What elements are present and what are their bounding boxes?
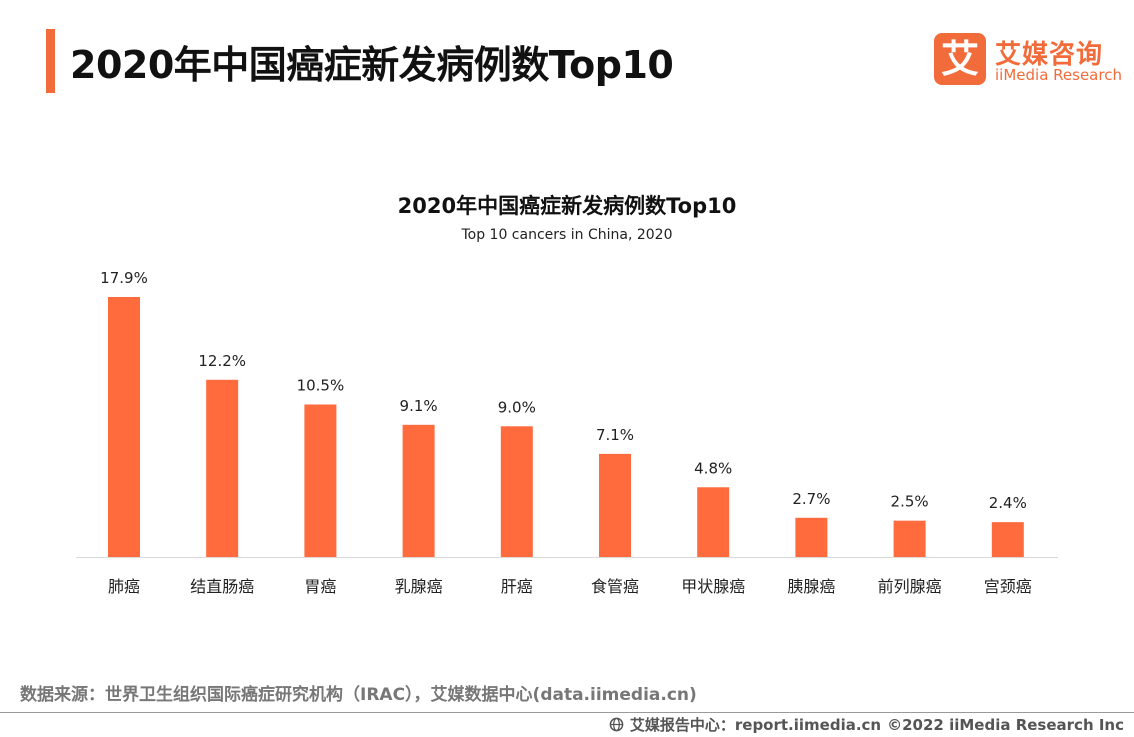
footer: 艾媒报告中心：report.iimedia.cn ©2022 iiMedia R… [609, 714, 1124, 735]
data-source-note: 数据来源：世界卫生组织国际癌症研究机构（IRAC），艾媒数据中心(data.ii… [20, 685, 697, 705]
bar-value-label: 9.1% [400, 397, 438, 415]
bar [304, 404, 337, 557]
category-label: 甲状腺癌 [681, 577, 745, 596]
category-label: 食管癌 [591, 577, 639, 596]
report-center-link[interactable]: 艾媒报告中心：report.iimedia.cn [629, 716, 882, 734]
bar [108, 297, 140, 557]
category-label: 胃癌 [304, 577, 336, 596]
bar-value-label: 2.4% [989, 494, 1027, 512]
bar [893, 520, 926, 557]
bar-value-label: 2.7% [792, 490, 830, 508]
title-accent-bar [46, 29, 55, 93]
category-label: 肝癌 [501, 577, 533, 596]
bar-value-label: 12.2% [198, 352, 246, 370]
copyright: ©2022 iiMedia Research Inc [887, 715, 1124, 734]
bar [795, 517, 828, 557]
bar [206, 379, 239, 557]
bar [991, 522, 1024, 557]
bar-value-label: 17.9% [100, 269, 148, 287]
category-label: 肺癌 [108, 577, 140, 596]
logo-mark: 艾 [934, 33, 986, 85]
bar [697, 487, 730, 557]
logo-subtitle: iiMedia Research [995, 66, 1122, 84]
category-label: 结直肠癌 [190, 577, 254, 596]
category-label: 宫颈癌 [984, 577, 1032, 596]
bar-value-label: 7.1% [596, 426, 634, 444]
bar [599, 453, 631, 557]
category-label: 乳腺癌 [395, 577, 443, 596]
bar-value-label: 2.5% [891, 493, 929, 511]
page-title: 2020年中国癌症新发病例数Top10 [70, 43, 674, 87]
bar-value-label: 10.5% [297, 376, 345, 394]
globe-icon [609, 717, 624, 732]
bar [500, 426, 533, 557]
footer-divider [0, 712, 1134, 713]
category-label: 胰腺癌 [787, 577, 835, 596]
chart-subtitle: Top 10 cancers in China, 2020 [461, 227, 673, 243]
bar-value-label: 4.8% [694, 459, 732, 477]
iimedia-logo: 艾 艾媒咨询 iiMedia Research [934, 33, 1122, 85]
logo-name: 艾媒咨询 [995, 40, 1104, 70]
chart-title: 2020年中国癌症新发病例数Top10 [397, 194, 737, 218]
bar-value-label: 9.0% [498, 398, 536, 416]
category-label: 前列腺癌 [878, 577, 942, 596]
bar [402, 424, 435, 557]
